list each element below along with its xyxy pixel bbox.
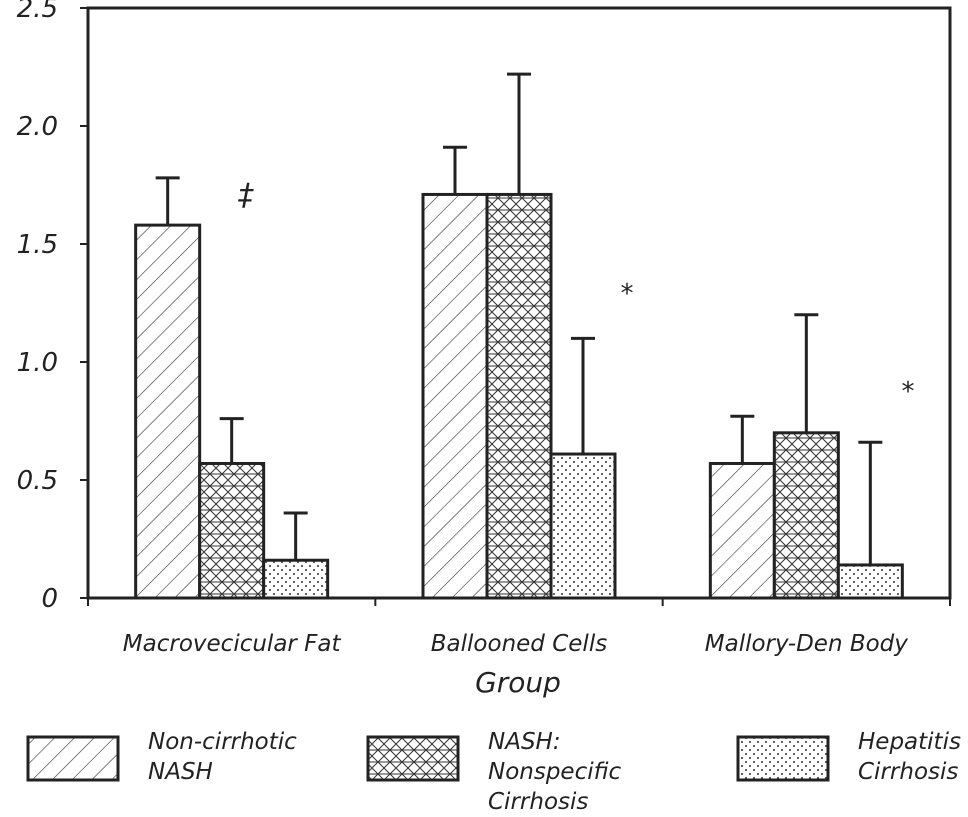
x-axis-label: Group xyxy=(475,666,561,699)
x-tick-label: Mallory-Den Body xyxy=(705,631,909,657)
bar xyxy=(485,192,553,600)
x-tick-label: Macrovecicular Fat xyxy=(123,631,342,657)
annotation: * xyxy=(621,279,634,309)
bar xyxy=(421,192,489,600)
legend-label: Hepatitis C Cirrhosis xyxy=(858,729,968,785)
bar xyxy=(262,558,330,600)
annotation: ‡ xyxy=(238,178,255,213)
legend-label: Non-cirrhotic NASH xyxy=(148,729,297,785)
chart: Group 0 0.5 1.0 1.5 2.0 2.5 Macrovecicular Fat… xyxy=(17,0,952,782)
y-tick-label: 1.5 xyxy=(17,230,58,260)
annotation: * xyxy=(902,377,915,407)
bar xyxy=(134,223,202,600)
legend-swatch xyxy=(366,735,460,782)
legend-label: NASH: Nonspecific Cirrhosis xyxy=(488,729,622,815)
y-tick-label: 2.0 xyxy=(17,112,58,142)
legend-swatch xyxy=(26,735,120,782)
legend-swatch xyxy=(736,735,830,782)
bar xyxy=(198,461,266,600)
y-tick-label: 2.5 xyxy=(17,0,58,24)
bar xyxy=(772,431,840,600)
bar xyxy=(708,461,776,600)
bar xyxy=(836,563,904,600)
y-tick-label: 0 xyxy=(41,584,58,614)
x-tick-label: Ballooned Cells xyxy=(431,631,607,657)
bar xyxy=(549,452,617,600)
page: {"chart_data": {"type": "bar", "x_label"… xyxy=(16,0,968,815)
y-tick-label: 1.0 xyxy=(17,348,58,378)
y-tick-label: 0.5 xyxy=(17,466,58,496)
